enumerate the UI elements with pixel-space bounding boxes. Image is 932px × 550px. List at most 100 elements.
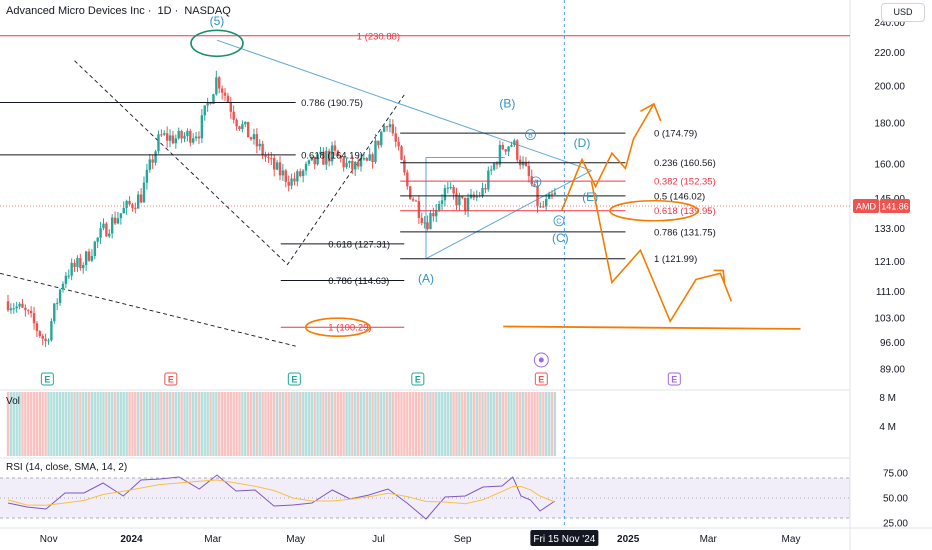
candle-body: [290, 178, 293, 186]
candle-body: [79, 257, 82, 269]
volume-bar: [368, 392, 371, 456]
candle-body: [287, 181, 290, 186]
fib-label: 0.5 (146.02): [654, 191, 705, 202]
current-price-text: 141.86: [881, 202, 909, 212]
candle-body: [388, 124, 392, 128]
symbol-exchange: NASDAQ: [184, 5, 231, 17]
volume-bar: [134, 392, 137, 456]
volume-bar: [212, 392, 215, 456]
volume-bar: [21, 392, 24, 456]
candle-body: [18, 303, 21, 307]
volume-bar: [29, 392, 33, 456]
wave-circle-b: B: [528, 132, 533, 139]
candle-body: [27, 310, 30, 312]
candle-body: [356, 161, 360, 167]
candle-body: [183, 136, 186, 139]
candle-body: [246, 121, 250, 138]
fib-levels: 1 (230.88) 0.786 (190.75) 0.618 (164.19) 0.…: [0, 31, 850, 334]
candle-body: [429, 212, 432, 230]
candle-body: [362, 158, 366, 160]
volume-bar: [498, 392, 502, 456]
volume-bar: [165, 392, 169, 456]
candle-body: [423, 222, 426, 224]
volume-bar: [403, 392, 406, 456]
candle-body: [128, 200, 131, 205]
earnings-marker[interactable]: [411, 372, 425, 386]
fib-label: 1 (100.29): [328, 323, 371, 334]
candle-body: [261, 143, 264, 156]
symbol-name: Advanced Micro Devices Inc: [6, 5, 145, 17]
volume-bar: [420, 392, 423, 456]
rsi-tick-label: 50.00: [883, 494, 908, 505]
candle-body: [542, 206, 545, 208]
symbol-interval: 1D: [157, 5, 172, 17]
rsi-band: [0, 477, 850, 519]
volume-bar: [449, 392, 452, 456]
volume-bar: [547, 392, 551, 456]
volume-bar: [414, 392, 418, 456]
candle-body: [403, 159, 406, 173]
candle-body: [501, 144, 504, 150]
earnings-marker[interactable]: [287, 372, 301, 386]
price-axis[interactable]: 240.00220.00200.00180.00160.00145.00133.…: [0, 18, 910, 530]
volume-bar: [122, 392, 125, 456]
candle-body: [498, 144, 502, 165]
candle-body: [110, 217, 114, 234]
wave-circle-a: A: [534, 180, 539, 187]
volume-bar: [362, 392, 366, 456]
fib-swing-dashed: [74, 60, 405, 266]
volume-bar: [197, 392, 201, 456]
candle-body: [139, 194, 143, 203]
earnings-marker[interactable]: [534, 372, 548, 386]
volume-bar: [409, 392, 412, 456]
earnings-marker-label: E: [415, 375, 421, 385]
time-tick-label: 2025: [617, 534, 640, 545]
crosshair-date-text: Fri 15 Nov '24: [533, 534, 595, 545]
candle-body: [203, 105, 206, 116]
chart-drawings: [0, 0, 592, 528]
candle-body: [151, 159, 154, 163]
candle-body: [102, 223, 105, 229]
volume-bar: [252, 392, 256, 456]
price-tick-label: 96.00: [880, 338, 905, 349]
candle-body: [174, 138, 178, 144]
volume-bar: [82, 392, 85, 456]
candle-body: [550, 193, 554, 195]
candle-body: [440, 200, 444, 204]
time-axis[interactable]: Nov 2024 Mar May Jul Sep Fri 15 Nov '24 2025 Mar…: [40, 530, 801, 546]
volume-bar: [238, 392, 241, 456]
price-tick-label: 160.00: [874, 159, 905, 170]
rsi-sma-line: [7, 479, 556, 506]
volume-bar: [145, 392, 149, 456]
volume-bar: [139, 392, 143, 456]
candle-body: [244, 121, 247, 125]
candle-body: [47, 340, 50, 342]
earnings-marker[interactable]: [40, 372, 54, 386]
candle-body: [206, 102, 209, 106]
candle-body: [142, 182, 146, 203]
candle-body: [339, 156, 342, 159]
earnings-marker[interactable]: [667, 372, 681, 386]
candle-body: [44, 338, 47, 341]
price-tick-label: 240.00: [874, 18, 905, 29]
volume-bar: [501, 392, 504, 456]
candle-body: [96, 237, 99, 242]
volume-bar: [484, 392, 487, 456]
candle-body: [351, 160, 354, 170]
volume-bar: [550, 392, 554, 456]
earnings-marker[interactable]: [164, 372, 178, 386]
volume-bar: [437, 392, 441, 456]
candle-body: [377, 140, 380, 146]
volume-tick-label: 8 M: [879, 393, 896, 404]
volume-bar: [55, 392, 59, 456]
currency-button[interactable]: USD: [881, 3, 925, 22]
current-symbol-text: AMD: [856, 202, 877, 212]
candle-body: [490, 169, 493, 171]
candle-body: [322, 151, 325, 165]
candle-body: [273, 157, 276, 170]
candle-body: [539, 206, 542, 208]
volume-bar: [339, 392, 342, 456]
wave-circle-c-ring: [553, 215, 565, 227]
